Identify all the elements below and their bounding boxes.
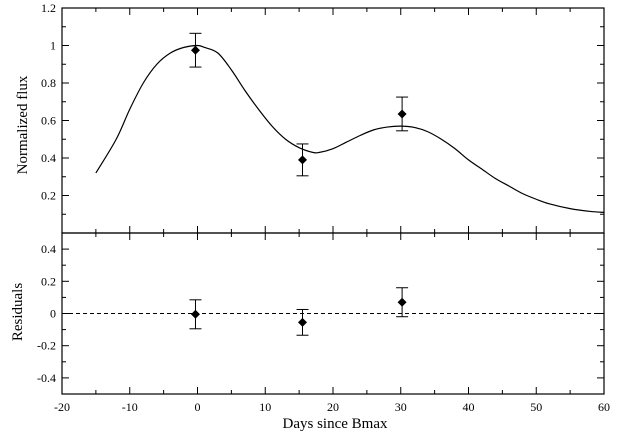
x-tick-label: 60 (598, 400, 610, 414)
model-curve (95, 44, 605, 213)
residual-axis-ticks (61, 232, 605, 395)
y-tick-label: 1.2 (41, 1, 56, 15)
residuals-panel-frame (61, 232, 605, 395)
x-tick-labels: -20 -10 0 10 20 30 40 50 60 (54, 400, 610, 414)
flux-y-tick-labels: 0.2 0.4 0.6 0.8 1 1.2 (41, 1, 56, 203)
residual-data-points (189, 287, 409, 336)
x-tick-label: 40 (463, 400, 475, 414)
flux-point (396, 96, 409, 132)
y-tick-label: 0.8 (41, 76, 56, 90)
x-tick-label: 30 (395, 400, 407, 414)
y-tick-label: -0.2 (37, 339, 56, 353)
y-tick-label: 0.2 (41, 189, 56, 203)
y-tick-label: 0.4 (41, 242, 56, 256)
x-axis-title: Days since Bmax (283, 416, 388, 432)
diamond-marker (298, 155, 308, 165)
diamond-marker (190, 45, 200, 55)
residuals-panel: -0.4 -0.2 0 0.2 0.4 -20 -10 0 10 20 30 40 50 60 Resi… (10, 232, 610, 432)
diamond-marker (190, 309, 200, 319)
flux-point (189, 32, 202, 68)
x-tick-label: 0 (195, 400, 201, 414)
flux-y-axis-title: Normalized flux (15, 75, 31, 174)
flux-point (296, 143, 309, 177)
diamond-marker (397, 297, 407, 307)
residual-y-tick-labels: -0.4 -0.2 0 0.2 0.4 (37, 242, 56, 385)
diamond-marker (397, 109, 407, 119)
y-tick-label: -0.4 (37, 371, 56, 385)
y-tick-label: 0.2 (41, 274, 56, 288)
y-tick-label: 0 (50, 307, 56, 321)
residual-point (296, 308, 309, 336)
residuals-y-axis-title: Residuals (10, 283, 26, 341)
y-tick-label: 0.6 (41, 114, 56, 128)
y-tick-label: 1 (50, 39, 56, 53)
flux-panel-frame (61, 7, 605, 234)
flux-data-points (189, 32, 409, 177)
x-tick-label: -20 (54, 400, 70, 414)
x-tick-label: -10 (122, 400, 138, 414)
residual-point (396, 287, 409, 318)
y-tick-label: 0.4 (41, 151, 56, 165)
x-tick-label: 50 (530, 400, 542, 414)
x-tick-label: 10 (259, 400, 271, 414)
diamond-marker (298, 317, 308, 327)
x-tick-label: 20 (327, 400, 339, 414)
residual-point (189, 299, 202, 330)
flux-panel: 0.2 0.4 0.6 0.8 1 1.2 Normalized flux (15, 1, 605, 234)
flux-axis-ticks (61, 7, 605, 233)
